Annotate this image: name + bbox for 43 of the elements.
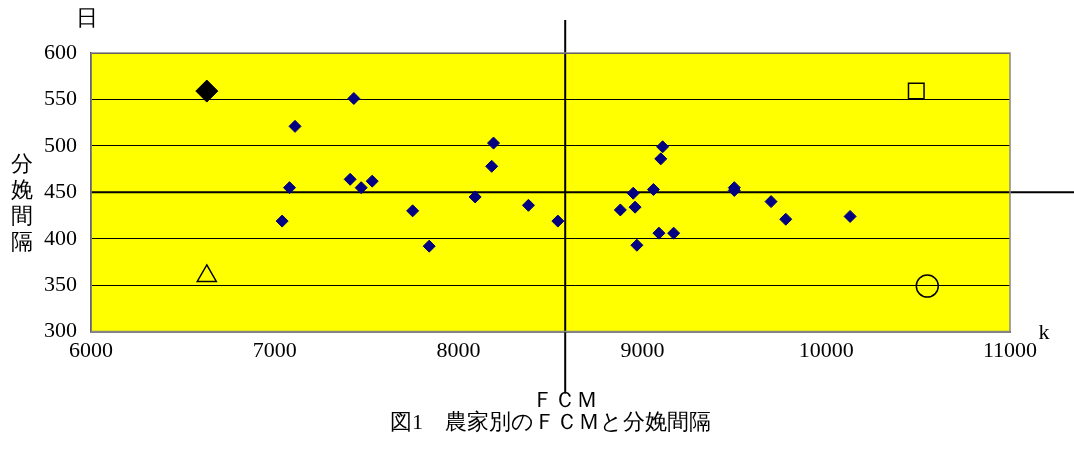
y-tick-label: 600 — [44, 38, 77, 64]
point — [422, 239, 436, 253]
point — [551, 214, 565, 228]
point — [275, 214, 289, 228]
point — [354, 181, 368, 195]
point — [487, 136, 501, 150]
x-tick-label: 7000 — [252, 336, 297, 362]
point — [365, 174, 379, 188]
point — [667, 226, 681, 240]
x-tick-label: 10000 — [798, 336, 854, 362]
point — [283, 181, 296, 195]
y-axis-title: 分娩間隔 — [11, 150, 33, 254]
point — [613, 203, 627, 217]
x-tick-label: 11000 — [982, 336, 1038, 362]
x-tick-label: 8000 — [436, 336, 481, 362]
y-tick-label: 350 — [44, 270, 77, 296]
point — [195, 79, 219, 103]
point — [343, 172, 357, 186]
point — [406, 204, 420, 218]
point — [288, 119, 302, 133]
point — [630, 238, 644, 252]
y-tick-label: 550 — [44, 85, 77, 111]
point — [843, 209, 857, 223]
point — [654, 152, 668, 166]
point — [656, 140, 670, 154]
point — [915, 274, 940, 298]
text: k — [1038, 319, 1050, 345]
point — [779, 212, 793, 226]
point — [652, 226, 666, 240]
point — [485, 159, 499, 173]
point — [468, 190, 482, 204]
point — [646, 183, 660, 197]
y-tick-label: 400 — [44, 224, 77, 250]
point — [628, 200, 642, 214]
point — [907, 82, 925, 100]
text: 日 — [76, 4, 98, 30]
point — [521, 198, 535, 212]
point — [764, 195, 778, 209]
x-tick-label: 9000 — [620, 336, 665, 362]
y-tick-label: 450 — [44, 178, 77, 204]
point — [626, 186, 640, 200]
point — [347, 92, 361, 106]
y-tick-label: 500 — [44, 131, 77, 157]
